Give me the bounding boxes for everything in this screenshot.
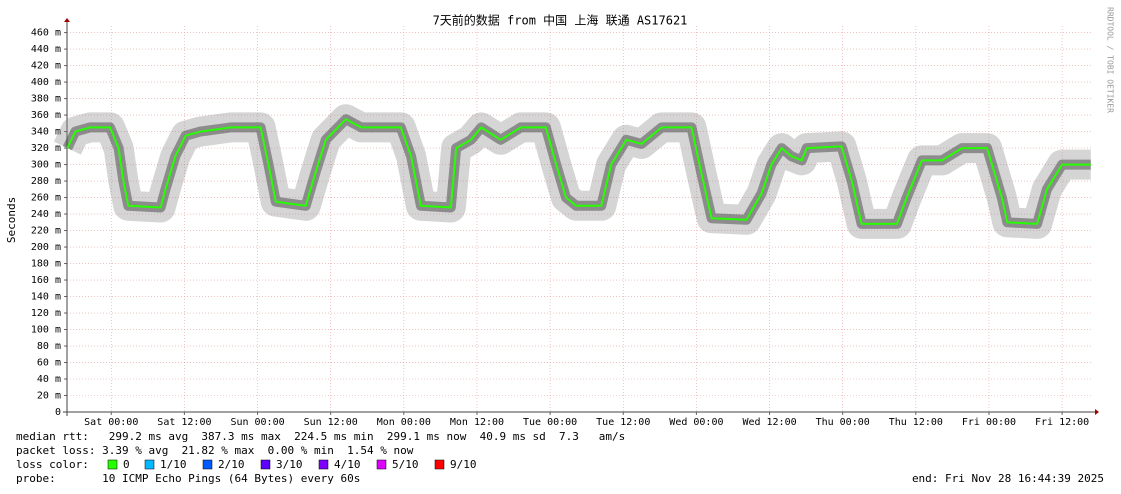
y-tick-label: 80 m <box>37 341 61 352</box>
y-tick-label: 20 m <box>37 391 61 402</box>
legend-swatch <box>202 459 213 470</box>
x-tick-label: Wed 00:00 <box>669 417 723 428</box>
x-tick-label: Tue 12:00 <box>596 417 650 428</box>
end-time: end: Fri Nov 28 16:44:39 2025 <box>912 472 1104 485</box>
stats-line: packet loss: 3.39 % avg 21.82 % max 0.00… <box>16 444 414 457</box>
y-tick-label: 220 m <box>31 226 61 237</box>
watermark: RRDTOOL / TOBI OETIKER <box>1106 7 1115 113</box>
y-tick-label: 320 m <box>31 143 61 154</box>
y-tick-label: 300 m <box>31 160 61 171</box>
x-tick-label: Fri 00:00 <box>962 417 1016 428</box>
x-tick-label: Thu 12:00 <box>889 417 943 428</box>
y-tick-label: 200 m <box>31 242 61 253</box>
legend-swatch <box>376 459 387 470</box>
chart-title: 7天前的数据 from 中国 上海 联通 AS17621 <box>433 13 688 28</box>
y-tick-label: 40 m <box>37 374 61 385</box>
y-tick-label: 0 <box>55 407 61 418</box>
y-axis-label: Seconds <box>5 197 18 243</box>
median-line <box>66 118 1091 225</box>
y-tick-label: 160 m <box>31 275 61 286</box>
x-tick-label: Mon 00:00 <box>377 417 431 428</box>
x-tick-label: Sat 00:00 <box>84 417 138 428</box>
legend-swatch <box>107 459 118 470</box>
y-tick-label: 260 m <box>31 193 61 204</box>
legend-swatch <box>434 459 445 470</box>
x-tick-label: Wed 12:00 <box>742 417 796 428</box>
legend-swatch <box>260 459 271 470</box>
legend-label: 3/10 <box>276 458 303 471</box>
legend-swatch <box>144 459 155 470</box>
y-tick-label: 100 m <box>31 325 61 336</box>
axis-arrow <box>1095 409 1099 415</box>
stats-line: probe: 10 ICMP Echo Pings (64 Bytes) eve… <box>16 472 360 485</box>
legend-label: 1/10 <box>160 458 187 471</box>
stats-line: loss color: <box>16 458 89 471</box>
legend-label: 2/10 <box>218 458 245 471</box>
y-tick-label: 280 m <box>31 176 61 187</box>
x-tick-label: Sun 12:00 <box>304 417 358 428</box>
y-tick-label: 420 m <box>31 61 61 72</box>
legend-label: 9/10 <box>450 458 477 471</box>
x-tick-label: Mon 12:00 <box>450 417 504 428</box>
y-tick-label: 140 m <box>31 292 61 303</box>
x-tick-label: Sat 12:00 <box>157 417 211 428</box>
y-tick-label: 440 m <box>31 44 61 55</box>
legend-swatch <box>318 459 329 470</box>
y-tick-label: 60 m <box>37 358 61 369</box>
x-tick-label: Thu 00:00 <box>816 417 870 428</box>
x-tick-label: Tue 00:00 <box>523 417 577 428</box>
legend-label: 5/10 <box>392 458 419 471</box>
x-tick-label: Fri 12:00 <box>1035 417 1089 428</box>
y-tick-label: 240 m <box>31 209 61 220</box>
legend-label: 0 <box>123 458 130 471</box>
y-tick-label: 180 m <box>31 259 61 270</box>
y-tick-label: 360 m <box>31 110 61 121</box>
y-tick-label: 120 m <box>31 308 61 319</box>
axis-arrow <box>64 18 70 22</box>
y-tick-label: 460 m <box>31 28 61 39</box>
y-tick-label: 380 m <box>31 94 61 105</box>
legend-label: 4/10 <box>334 458 361 471</box>
y-tick-label: 340 m <box>31 127 61 138</box>
stats-line: median rtt: 299.2 ms avg 387.3 ms max 22… <box>16 430 625 443</box>
y-tick-label: 400 m <box>31 77 61 88</box>
x-tick-label: Sun 00:00 <box>230 417 284 428</box>
